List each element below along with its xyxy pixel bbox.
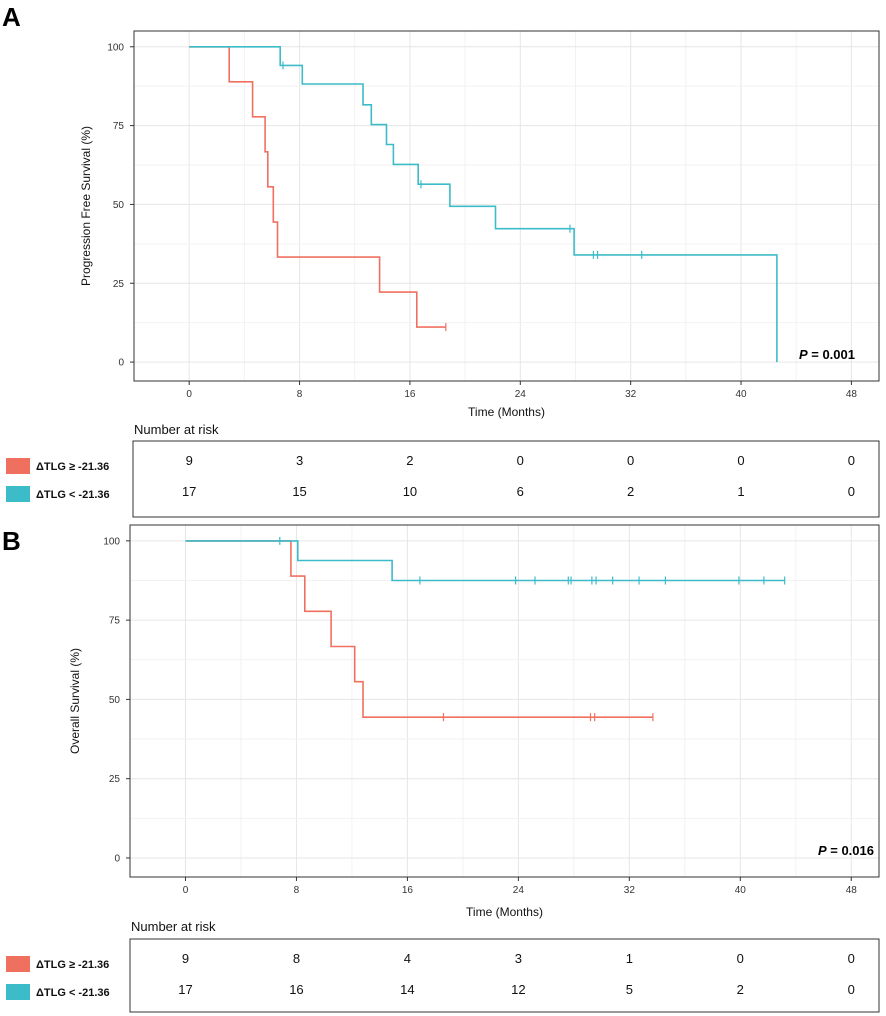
x-tick-label: 16 [404, 389, 416, 400]
risk-count: 0 [848, 453, 855, 468]
risk-count: 3 [296, 453, 303, 468]
x-tick-label: 32 [625, 389, 637, 400]
panel-b-letter: B [2, 526, 21, 556]
panel-a-y-axis-title: Progression Free Survival (%) [79, 126, 93, 286]
risk-count: 6 [517, 484, 524, 499]
survival-curve [185, 540, 653, 718]
x-tick-label: 24 [513, 885, 525, 896]
survival-curve [189, 46, 778, 363]
y-tick-label: 75 [113, 121, 125, 132]
legend-label: ΔTLG < -21.36 [36, 489, 110, 501]
y-tick-label: 25 [113, 279, 125, 290]
y-tick-label: 25 [109, 774, 121, 785]
panel-a-plot-frame [133, 30, 880, 382]
risk-count: 2 [627, 484, 634, 499]
y-tick-label: 100 [103, 536, 120, 547]
risk-count: 10 [403, 484, 417, 499]
panel-b-risk-table-title: Number at risk [131, 919, 216, 934]
panel-b-p-value: P = 0.016 [818, 843, 874, 858]
x-tick-label: 48 [846, 885, 858, 896]
x-tick-label: 8 [294, 885, 300, 896]
risk-count: 4 [404, 951, 411, 966]
x-tick-label: 40 [735, 885, 747, 896]
risk-count: 17 [182, 484, 196, 499]
legend-swatch [6, 956, 30, 972]
p-value-symbol: P [799, 347, 808, 362]
p-value-number: = 0.016 [827, 843, 874, 858]
x-tick-label: 24 [515, 389, 527, 400]
panel-b-series-high-tlg [185, 540, 654, 722]
legend-swatch [6, 458, 30, 474]
x-tick-label: 40 [735, 389, 747, 400]
panel-b-plot-frame [129, 524, 880, 878]
risk-count: 12 [511, 982, 525, 997]
panel-b-series-low-tlg [185, 536, 786, 585]
legend-label: ΔTLG ≥ -21.36 [36, 461, 109, 473]
risk-count: 3 [515, 951, 522, 966]
risk-count: 14 [400, 982, 414, 997]
risk-count: 5 [626, 982, 633, 997]
risk-count: 8 [293, 951, 300, 966]
y-tick-label: 50 [113, 200, 125, 211]
risk-count: 9 [186, 453, 193, 468]
x-tick-label: 48 [846, 389, 858, 400]
y-tick-label: 0 [114, 853, 120, 864]
panel-b-x-axis-title: Time (Months) [466, 905, 543, 919]
risk-table-row: 9 8 4 3 1 0 0 ΔTLG ≥ -21.36 [6, 951, 855, 972]
risk-count: 2 [406, 453, 413, 468]
risk-count: 1 [626, 951, 633, 966]
panel-a-risk-table-box [132, 440, 880, 518]
risk-table-row: 9 3 2 0 0 0 0 ΔTLG ≥ -21.36 [6, 453, 855, 474]
risk-table-row: 17 16 14 12 5 2 0 ΔTLG < -21.36 [6, 982, 855, 1000]
panel-a-series-low-tlg [189, 46, 778, 363]
legend-swatch [6, 486, 30, 502]
x-tick-label: 32 [624, 885, 636, 896]
survival-curve [189, 46, 446, 328]
risk-count: 0 [737, 453, 744, 468]
legend-label: ΔTLG < -21.36 [36, 987, 110, 999]
x-tick-label: 8 [297, 389, 303, 400]
x-tick-label: 0 [183, 885, 189, 896]
legend-swatch [6, 984, 30, 1000]
panel-a-p-value: P = 0.001 [799, 347, 855, 362]
panel-b-risk-table-box [129, 938, 880, 1013]
risk-count: 2 [737, 982, 744, 997]
legend-label: ΔTLG ≥ -21.36 [36, 959, 109, 971]
risk-count: 17 [178, 982, 192, 997]
x-tick-label: 16 [402, 885, 414, 896]
panel-a-series-high-tlg [189, 46, 447, 332]
risk-count: 1 [737, 484, 744, 499]
p-value-symbol: P [818, 843, 827, 858]
panel-a-x-axis-title: Time (Months) [468, 405, 545, 419]
panel-a-gridlines [134, 31, 879, 381]
panel-b-y-axis-title: Overall Survival (%) [68, 648, 82, 754]
y-tick-label: 100 [107, 42, 124, 53]
risk-count: 16 [289, 982, 303, 997]
x-tick-label: 0 [186, 389, 192, 400]
risk-count: 15 [292, 484, 306, 499]
risk-count: 0 [627, 453, 634, 468]
risk-count: 0 [737, 951, 744, 966]
y-tick-label: 50 [109, 695, 121, 706]
risk-count: 0 [848, 951, 855, 966]
risk-count: 0 [848, 484, 855, 499]
panel-b-gridlines [130, 525, 879, 877]
panel-a-letter: A [2, 2, 21, 32]
y-tick-label: 75 [109, 616, 121, 627]
p-value-number: = 0.001 [808, 347, 855, 362]
risk-count: 0 [517, 453, 524, 468]
y-tick-label: 0 [118, 358, 124, 369]
panel-a-risk-table-title: Number at risk [134, 422, 219, 437]
risk-count: 0 [848, 982, 855, 997]
survival-curve [185, 540, 785, 582]
risk-count: 9 [182, 951, 189, 966]
